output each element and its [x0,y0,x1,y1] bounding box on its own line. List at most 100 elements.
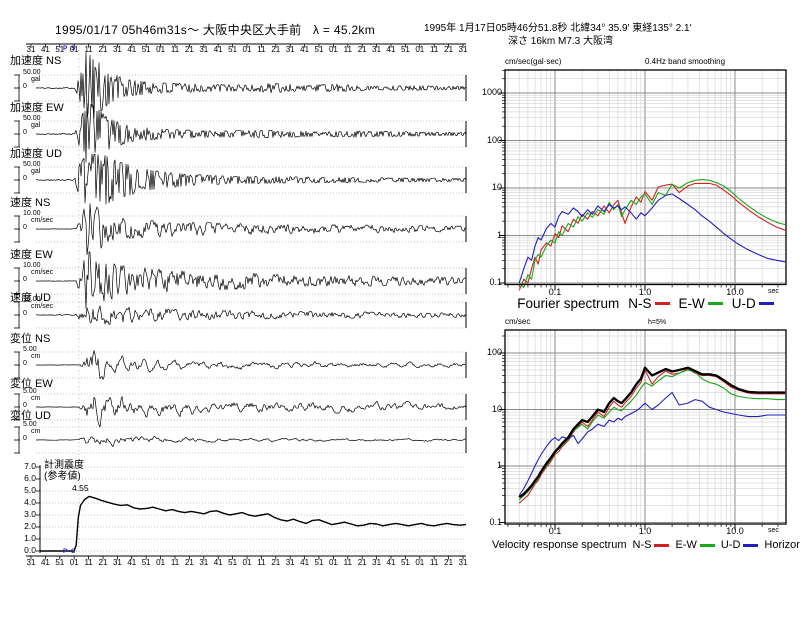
waveform-trace [36,153,467,205]
response-damping-note: h=5% [648,319,667,326]
time-tick-label-bottom: 31 [372,558,382,567]
scale-zero-label: 0 [23,82,27,90]
legend-name: Horizon [764,539,800,551]
scale-zero-label: 0 [23,401,27,409]
time-tick-label-top: 21 [271,45,281,54]
time-tick-label-bottom: 51 [400,558,410,567]
legend-name: U-D [731,296,756,311]
waveform-trace [36,350,467,380]
time-tick-label-bottom: 21 [184,558,194,567]
scale-unit-label: gal [31,121,41,129]
legend-swatch [743,543,759,547]
phase-marker-top: P S [63,45,77,52]
waveform-label: 速度 NS [10,197,51,209]
time-tick-label-bottom: 21 [357,558,367,567]
legend-item-ew: E-W [679,296,723,311]
spectrum-xtick-label: 10.0 [726,286,744,297]
intensity-ytick-label: 4.0 [24,497,36,507]
time-tick-label-top: 21 [184,45,194,54]
time-tick-label-top: 31 [372,45,382,54]
scale-unit-label: gal [31,75,41,83]
spectrum-ytick-label: 10 [491,182,502,192]
scale-zero-label: 0 [23,434,27,442]
intensity-ytick-label: 7.0 [24,461,36,471]
time-tick-label-bottom: 31 [199,558,209,567]
scale-unit-label: cm/sec [31,216,54,224]
time-tick-label-bottom: 41 [127,558,137,567]
legend-swatch [699,543,715,547]
time-tick-label-top: 41 [40,45,50,54]
time-tick-label-top: 11 [84,45,93,54]
legend-item-ud: U-D [732,296,774,311]
plot-frame [504,69,787,286]
scale-max-label: 10.00 [23,296,41,303]
intensity-ytick-label: 1.0 [24,533,36,543]
spectrum-xtick-label: 0.1 [548,286,562,297]
time-tick-label-top: 51 [400,45,410,54]
legend-name: E-W [675,539,697,551]
fourier-x-unit: sec [768,288,779,295]
time-tick-label-bottom: 51 [228,558,238,567]
time-tick-label-bottom: 21 [271,558,281,567]
time-tick-label-bottom: 11 [84,558,93,567]
legend-swatch [654,302,670,305]
time-tick-label-bottom: 41 [213,558,223,567]
scale-zero-label: 0 [23,275,27,283]
scale-unit-label: cm [31,427,41,435]
time-tick-label-top: 01 [156,45,166,54]
time-tick-label-top: 41 [386,45,396,54]
time-tick-label-top: 41 [127,45,137,54]
waveform-trace [35,305,467,325]
waveform-trace [35,436,466,448]
spectrum-curve-horizon [518,366,786,499]
time-tick-label-top: 01 [415,45,425,54]
spectrum-ytick-label: 1000 [481,87,502,97]
time-tick-label-bottom: 21 [444,558,454,567]
time-tick-label-bottom: 41 [300,558,310,567]
time-tick-label-bottom: 31 [285,558,295,567]
legend-item-ew: E-W [675,539,715,551]
time-tick-label-top: 01 [328,45,338,54]
time-tick-label-top: 51 [228,45,238,54]
time-tick-label-bottom: 51 [141,558,151,567]
time-tick-label-top: 31 [285,45,295,54]
response-ylabel: cm/sec [505,317,531,326]
spectrum-xtick-label: 1.0 [638,286,652,297]
time-tick-label-bottom: 01 [242,558,252,567]
time-tick-label-top: 21 [98,45,108,54]
hypocenter-info-line2: 深さ 16km M7.3 大阪湾 [508,36,614,47]
time-tick-label-bottom: 11 [430,558,439,567]
legend-swatch [707,302,723,305]
intensity-title: 計測震度 [44,460,84,471]
intensity-ytick-label: 2.0 [24,521,36,531]
scale-unit-label: gal [31,167,41,175]
response-x-unit: sec [768,527,779,534]
time-tick-label-bottom: 31 [458,558,468,567]
time-tick-label-top: 11 [430,45,439,54]
fourier-smoothing-note: 0.4Hz band smoothing [645,57,726,66]
time-tick-label-top: 31 [458,45,468,54]
time-tick-label-top: 11 [343,45,352,54]
waveform-label: 変位 EW [10,378,53,390]
spectrum-curve-u-d [518,391,786,496]
time-tick-label-bottom: 51 [55,558,65,567]
legend-name: U-D [720,539,741,551]
waveform-label: 加速度 NS [10,55,62,67]
legend-swatch [758,302,774,305]
waveform-label: 加速度 UD [10,148,62,160]
waveform-label: 加速度 EW [10,102,64,114]
response-caption: Velocity response spectrum N-S E-W U-D Hori… [492,539,800,551]
scale-unit-label: cm [31,394,41,402]
scale-max-label: 50.00 [23,69,41,76]
waveform-label: 変位 NS [10,333,51,345]
spectrum-ytick-label: 0.1 [489,516,502,527]
spectrum-curve-u-d [518,193,786,284]
plot-frame [504,329,787,525]
spectrum-curve-e-w [518,179,786,289]
intensity-subtitle: (参考値) [44,471,81,482]
time-tick-label-top: 01 [242,45,252,54]
time-tick-label-bottom: 01 [328,558,338,567]
fourier-caption: Fourier spectrum N-S E-W U-D [505,296,786,311]
time-tick-label-bottom: 01 [156,558,166,567]
